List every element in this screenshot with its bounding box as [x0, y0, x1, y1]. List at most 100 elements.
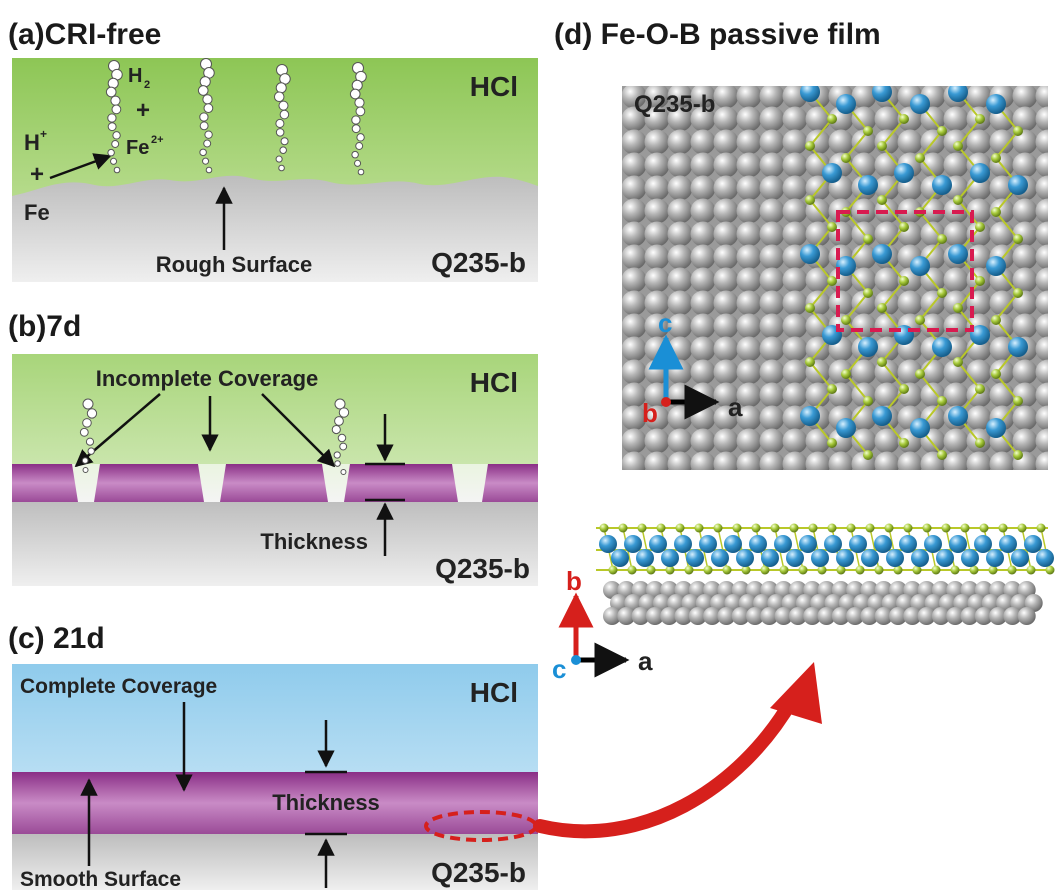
- fe-atom: [1012, 359, 1038, 385]
- o-atom: [986, 256, 1006, 276]
- fe-atom: [690, 221, 716, 247]
- panel-d-title: (d) Fe-O-B passive film: [554, 18, 881, 51]
- fe-atom: [1035, 382, 1048, 408]
- b-atom: [817, 565, 827, 575]
- o-atom: [674, 535, 692, 553]
- panel-d-top-axis-a-label: a: [728, 392, 743, 422]
- fe-atom: [759, 313, 785, 339]
- fe-atom: [617, 607, 636, 625]
- fe-atom: [874, 106, 900, 132]
- b-atom: [789, 523, 799, 533]
- b-atom: [675, 523, 685, 533]
- fe-atom: [851, 267, 877, 293]
- fe-atom: [989, 607, 1008, 625]
- o-atom: [836, 256, 856, 276]
- fe-atom: [644, 244, 670, 270]
- fe-atom: [736, 244, 762, 270]
- o-atom: [936, 549, 954, 567]
- o-atom: [894, 163, 914, 183]
- fe-atom: [897, 290, 923, 316]
- b-atom: [950, 565, 960, 575]
- fe-atom: [805, 336, 831, 362]
- fe-atom: [897, 129, 923, 155]
- hydrogen-bubble: [111, 104, 122, 115]
- fe-atom: [644, 405, 670, 431]
- hydrogen-bubble: [82, 398, 94, 410]
- fe-atom: [874, 267, 900, 293]
- hydrogen-bubble: [81, 457, 89, 464]
- hydrogen-bubble: [275, 155, 283, 163]
- b-atom: [863, 288, 873, 298]
- b-atom: [975, 114, 985, 124]
- fe-atom: [736, 382, 762, 408]
- fe-atom: [851, 106, 877, 132]
- b-atom: [912, 565, 922, 575]
- b-atom: [865, 523, 875, 533]
- fe-atom: [631, 607, 650, 625]
- o-atom: [661, 549, 679, 567]
- b-atom: [841, 315, 851, 325]
- bond: [845, 292, 869, 321]
- fe-atom: [622, 382, 647, 408]
- b-atom: [703, 565, 713, 575]
- bond: [919, 211, 943, 240]
- panel-a-medium-label: HCl: [470, 71, 518, 102]
- fe-atom: [713, 106, 739, 132]
- fe-atom: [897, 451, 923, 470]
- o-atom: [636, 549, 654, 567]
- fe-atom: [931, 607, 950, 625]
- hydrogen-bubble: [339, 442, 348, 451]
- panel-b-substrate-label: Q235-b: [435, 553, 530, 584]
- b-atom: [732, 523, 742, 533]
- b-atom: [893, 565, 903, 575]
- fe-atom: [667, 451, 693, 470]
- fe-atom: [759, 86, 785, 109]
- bond: [809, 361, 833, 390]
- b-atom: [975, 276, 985, 286]
- fe-atom: [774, 607, 793, 625]
- hydrogen-bubble: [107, 77, 119, 89]
- b-atom: [941, 523, 951, 533]
- fe-atom: [690, 86, 716, 109]
- fe-atom: [690, 290, 716, 316]
- b-atom: [808, 523, 818, 533]
- b-atom: [770, 523, 780, 533]
- fe-atom: [622, 221, 647, 247]
- fe-atom: [644, 152, 670, 178]
- fe-atom: [805, 106, 831, 132]
- hydrogen-bubble: [87, 447, 95, 455]
- o-atom: [1008, 337, 1028, 357]
- fe-atom: [667, 129, 693, 155]
- bond: [881, 118, 905, 147]
- fe-atom: [713, 129, 739, 155]
- b-atom: [975, 438, 985, 448]
- panel-c-passive-film: [12, 772, 538, 834]
- panel-c-medium-label: HCl: [470, 677, 518, 708]
- fe-atom: [1035, 336, 1048, 362]
- fe-atom: [782, 428, 808, 454]
- fe-atom: [759, 382, 785, 408]
- b-atom: [877, 303, 887, 313]
- panel-a-title: (a)CRI-free: [8, 18, 161, 51]
- fe-atom: [759, 405, 785, 431]
- panel-d-side-axis-a-label: a: [638, 646, 653, 676]
- b-atom: [637, 523, 647, 533]
- b-atom: [899, 276, 909, 286]
- fe-atom: [759, 129, 785, 155]
- b-atom: [975, 222, 985, 232]
- fe-atom: [989, 336, 1015, 362]
- fe-atom: [1035, 152, 1048, 178]
- fe-atom: [782, 382, 808, 408]
- fe-atom: [690, 129, 716, 155]
- o-atom: [849, 535, 867, 553]
- panel-a-product-h2-sub: 2: [144, 79, 150, 91]
- o-atom: [910, 418, 930, 438]
- b-atom: [937, 288, 947, 298]
- panel-a-reaction-arrow: [49, 153, 112, 180]
- panel-d-fe-lattice-top: [622, 86, 1048, 470]
- fe-atom: [943, 313, 969, 339]
- b-atom: [937, 396, 947, 406]
- hydrogen-bubble: [275, 128, 285, 137]
- fe-atom: [1035, 244, 1048, 270]
- b-atom: [863, 396, 873, 406]
